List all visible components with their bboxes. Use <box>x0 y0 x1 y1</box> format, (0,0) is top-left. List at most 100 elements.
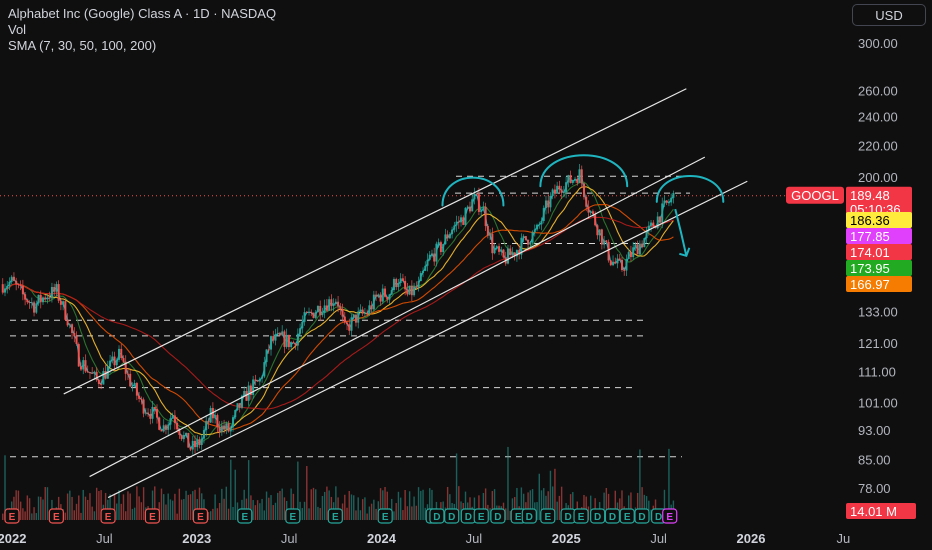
volume-bar <box>619 498 621 520</box>
volume-bar <box>209 511 212 520</box>
candle-body <box>565 182 568 193</box>
earnings-marker-icon: E <box>192 508 209 524</box>
volume-bar <box>605 488 608 520</box>
volume-bar <box>368 506 371 520</box>
candle-body <box>93 371 96 374</box>
candle-body <box>540 221 543 225</box>
candle-body <box>281 331 284 336</box>
candle-body <box>346 322 349 325</box>
marker-box <box>48 508 64 524</box>
volume-bar <box>572 492 574 520</box>
marker-letter: E <box>478 512 485 523</box>
sma-value-text: 166.97 <box>850 277 890 292</box>
marker-box <box>144 508 161 524</box>
currency-button[interactable]: USD <box>852 4 926 26</box>
volume-bar <box>163 494 165 520</box>
candle-body <box>319 305 322 316</box>
time-axis: 2022 Jul 2023 Jul 2024 Jul 2025 Jul 2026 Ju <box>0 531 850 546</box>
candle-body <box>547 200 550 208</box>
sma-200-line <box>2 216 674 410</box>
volume-bar <box>281 488 283 520</box>
candle-body <box>149 414 152 419</box>
candle-body <box>243 391 246 396</box>
price-tick-label: 93.00 <box>858 423 891 438</box>
candle-body <box>522 236 525 238</box>
candle-body <box>444 234 447 245</box>
volume-bar <box>201 493 203 520</box>
candle-body <box>533 229 536 233</box>
volume-bar <box>422 489 424 520</box>
dividend-marker-icon: D <box>590 508 606 524</box>
marker-letter: D <box>433 512 440 523</box>
volume-bar <box>545 495 547 520</box>
marker-letter: E <box>53 512 60 523</box>
candle-body <box>419 273 422 282</box>
marker-box <box>604 508 621 524</box>
sma-value-label: 186.36 <box>846 212 912 228</box>
volume-bar <box>614 490 616 520</box>
candle-body <box>453 225 456 230</box>
candle-body <box>618 258 621 260</box>
candle-body <box>216 415 219 428</box>
candle-body <box>473 193 476 200</box>
volume-bar <box>129 493 131 520</box>
candle-body <box>254 379 257 381</box>
time-tick-label: Jul <box>650 531 667 546</box>
candle-body <box>567 175 570 183</box>
marker-box <box>237 508 253 524</box>
price-tick-label: 300.00 <box>858 36 898 51</box>
sma-indicator-label[interactable]: SMA (7, 30, 50, 100, 200) <box>8 38 157 53</box>
marker-letter: E <box>9 512 16 523</box>
candle-body <box>122 358 125 362</box>
candle-body <box>437 242 440 244</box>
candle-body <box>84 360 87 372</box>
dividend-marker-icon: D <box>560 508 576 524</box>
candle-body <box>290 342 293 348</box>
volume-bar <box>198 487 201 520</box>
candle-body <box>343 316 346 323</box>
volume-bar <box>165 504 167 520</box>
candle-body <box>553 189 556 194</box>
volume-bar <box>221 488 223 520</box>
candle-body <box>10 276 13 282</box>
candle-body <box>390 290 393 295</box>
volume-bar <box>478 495 480 520</box>
candle-body <box>37 294 40 304</box>
candle-body <box>634 244 637 248</box>
volume-bar <box>556 501 558 520</box>
volume-bar <box>319 508 321 520</box>
channel-line <box>89 156 706 478</box>
candle-body <box>316 305 319 313</box>
candle-body <box>30 302 33 304</box>
candle-body <box>64 301 67 320</box>
candle-body <box>643 238 646 248</box>
volume-bar <box>560 486 563 520</box>
candle-body <box>428 254 431 260</box>
volume-value-label: 14.01 M <box>846 503 916 519</box>
candle-body <box>341 309 344 317</box>
volume-bar <box>225 486 228 520</box>
marker-letter: E <box>197 512 204 523</box>
candle-body <box>287 334 290 348</box>
volume-bar <box>321 496 324 520</box>
candle-body <box>305 312 308 313</box>
candle-body <box>623 270 626 271</box>
symbol-title[interactable]: Alphabet Inc (Google) Class A · 1D · NAS… <box>8 6 277 21</box>
volume-bar <box>663 489 666 520</box>
candle-body <box>544 200 547 209</box>
volume-bar <box>348 491 350 520</box>
candle-body <box>144 412 147 414</box>
sma-value-bg <box>846 212 912 228</box>
earnings-marker-icon: E <box>662 508 678 524</box>
volume-bar <box>357 497 359 520</box>
volume-bar <box>543 488 545 520</box>
volume-indicator-label[interactable]: Vol <box>8 22 27 37</box>
volume-bar <box>252 500 254 520</box>
candle-body <box>560 189 563 193</box>
volume-bar <box>522 493 525 520</box>
candle-body <box>88 372 91 374</box>
volume-bar <box>17 490 20 520</box>
candle-body <box>178 429 181 435</box>
candle-body <box>464 207 467 225</box>
